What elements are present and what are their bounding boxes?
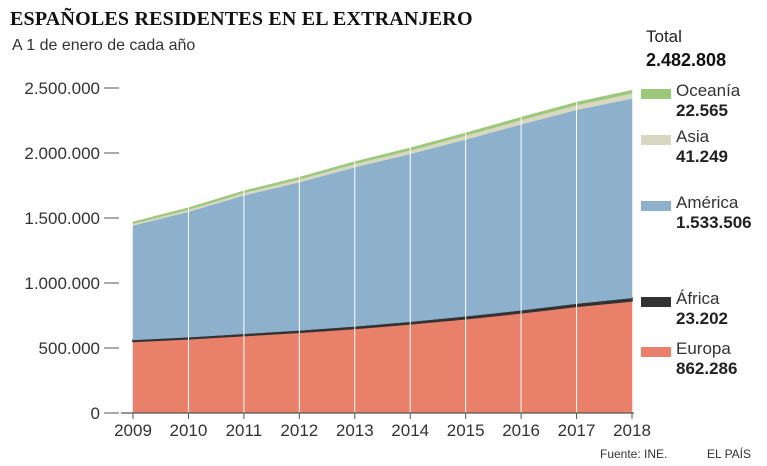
total-value: 2.482.808 <box>646 50 726 70</box>
legend-swatch-asia <box>641 135 671 145</box>
x-tick-label: 2011 <box>226 421 263 440</box>
chart-title: ESPAÑOLES RESIDENTES EN EL EXTRANJERO <box>10 8 473 30</box>
legend-label-áfrica: África <box>676 289 720 308</box>
legend-label-oceanía: Oceanía <box>676 81 741 100</box>
x-tick-label: 2013 <box>336 421 374 440</box>
legend-label-europa: Europa <box>676 339 731 358</box>
area-américa <box>132 98 633 341</box>
legend-value-oceanía: 22.565 <box>676 101 728 120</box>
y-tick-label: 1.000.000 <box>24 274 100 293</box>
y-tick-label: 2.000.000 <box>24 144 100 163</box>
y-tick-label: 0 <box>91 404 100 423</box>
x-tick-label: 2009 <box>114 421 152 440</box>
publisher-credit: EL PAÍS <box>707 446 751 461</box>
legend-value-asia: 41.249 <box>676 147 728 166</box>
x-tick-label: 2017 <box>558 421 596 440</box>
area-oceanía <box>132 89 633 224</box>
legend-value-europa: 862.286 <box>676 359 737 378</box>
legend-swatch-europa <box>641 347 671 357</box>
y-tick-label: 500.000 <box>39 339 100 358</box>
legend-swatch-oceanía <box>641 89 671 99</box>
legend-swatch-áfrica <box>641 297 671 307</box>
x-tick-label: 2014 <box>391 421 429 440</box>
x-tick-label: 2016 <box>502 421 540 440</box>
chart-subtitle: A 1 de enero de cada año <box>12 37 196 54</box>
legend-label-américa: América <box>676 193 739 212</box>
legend-value-áfrica: 23.202 <box>676 309 728 328</box>
source-note: Fuente: INE. <box>600 447 667 461</box>
legend-swatch-américa <box>641 201 671 211</box>
y-tick-label: 1.500.000 <box>24 209 100 228</box>
x-tick-label: 2012 <box>280 421 318 440</box>
x-tick-label: 2018 <box>613 421 651 440</box>
legend-value-américa: 1.533.506 <box>676 213 752 232</box>
y-tick-label: 2.500.000 <box>24 79 100 98</box>
total-label: Total <box>646 27 682 46</box>
x-tick-label: 2010 <box>170 421 208 440</box>
x-tick-label: 2015 <box>447 421 485 440</box>
legend-label-asia: Asia <box>676 127 710 146</box>
